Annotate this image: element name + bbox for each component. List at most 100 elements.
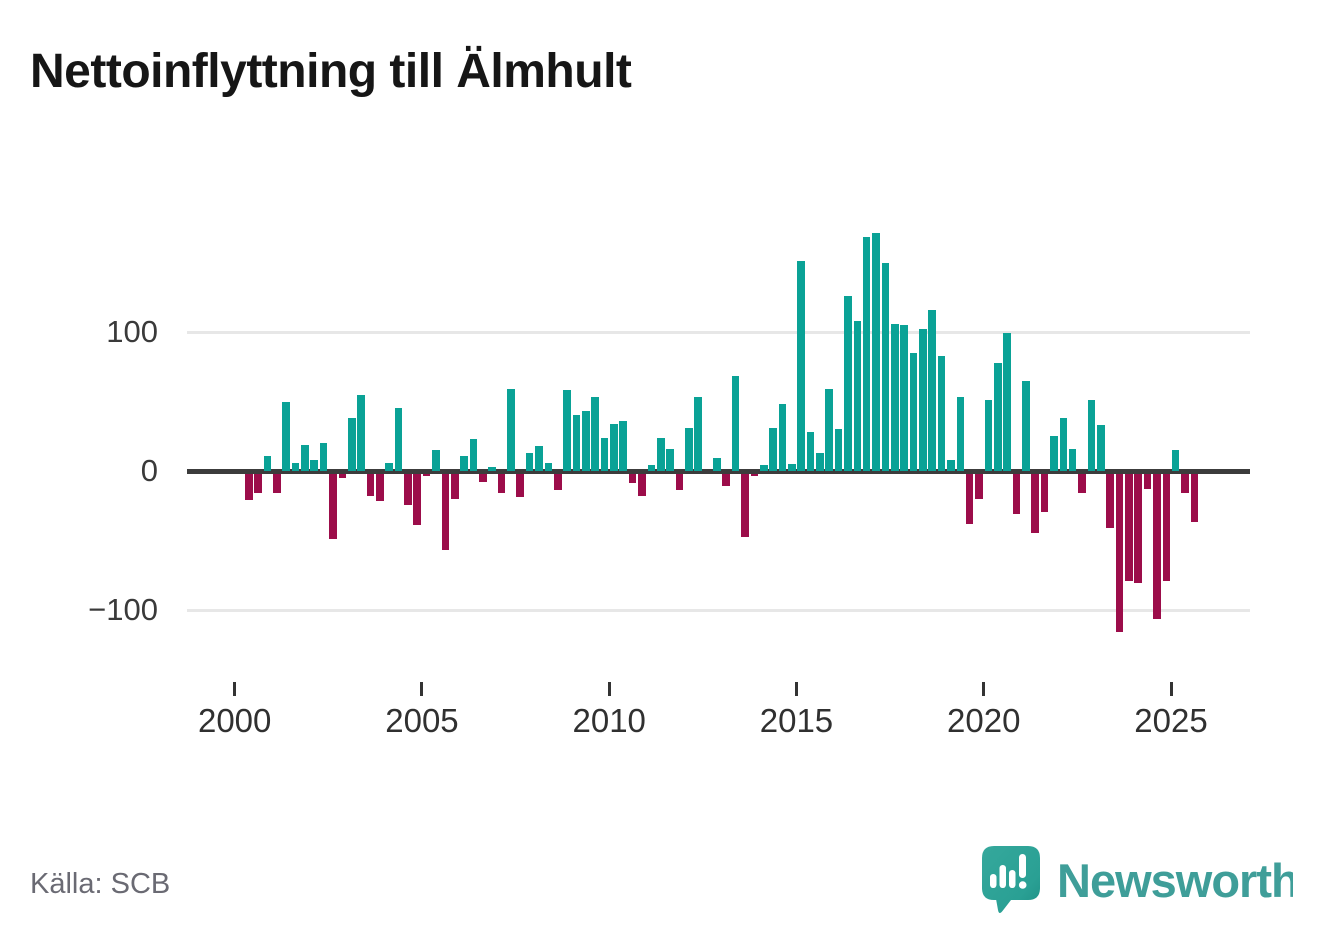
newsworthy-logo: Newsworthy <box>975 840 1305 920</box>
bar-2011Q1 <box>647 465 656 471</box>
bar-2016Q4 <box>862 237 871 471</box>
bar-2024Q3 <box>1153 473 1161 620</box>
x-axis-label-2015: 2015 <box>759 702 834 739</box>
bar-2014Q2 <box>769 427 777 471</box>
bar-2001Q2 <box>282 401 290 471</box>
bar-2009Q3 <box>591 397 599 471</box>
bar-2012Q1 <box>685 427 693 471</box>
bar-2010Q3 <box>628 473 637 484</box>
bar-2021Q3 <box>1040 473 1049 513</box>
bar-2010Q4 <box>638 473 646 496</box>
bar-2016Q2 <box>844 295 852 471</box>
bar-2004Q2 <box>394 408 403 471</box>
bar-2021Q1 <box>1022 380 1030 471</box>
bar-2013Q3 <box>741 473 749 538</box>
gridline--100 <box>187 608 1250 612</box>
bar-2013Q1 <box>722 473 731 486</box>
bar-2004Q4 <box>413 473 422 525</box>
x-axis-label-2020: 2020 <box>947 702 1021 739</box>
bar-2008Q3 <box>553 473 562 491</box>
bar-2011Q3 <box>666 448 674 471</box>
bar-2013Q2 <box>731 376 740 471</box>
bar-2003Q4 <box>376 473 384 502</box>
bar-2002Q1 <box>310 459 319 471</box>
bar-2017Q2 <box>881 262 890 471</box>
zero-axis-line <box>187 468 1250 474</box>
bar-2024Q2 <box>1143 473 1152 489</box>
bar-2000Q4 <box>263 455 272 471</box>
bar-2000Q2 <box>244 473 253 500</box>
bar-2017Q3 <box>890 323 899 471</box>
bar-2002Q2 <box>319 443 328 471</box>
bar-2018Q4 <box>937 355 946 471</box>
bar-2004Q3 <box>404 473 412 506</box>
x-axis-label-2000: 2000 <box>197 702 272 739</box>
newsworthy-wordmark: Newsworthy <box>1057 854 1293 907</box>
bar-2022Q1 <box>1059 418 1068 471</box>
bar-2020Q1 <box>984 400 993 471</box>
bar-2005Q4 <box>450 473 459 499</box>
source-caption: Källa: SCB <box>30 868 171 900</box>
bar-2019Q4 <box>975 473 983 499</box>
y-axis-label-0: 0 <box>140 453 158 488</box>
newsworthy-icon: Newsworthy <box>982 846 1293 914</box>
bar-2011Q4 <box>675 473 684 491</box>
bar-2015Q4 <box>825 388 834 471</box>
bar-2016Q1 <box>834 429 843 471</box>
bar-2023Q1 <box>1096 425 1105 471</box>
bar-2003Q2 <box>357 394 365 471</box>
bar-2005Q1 <box>422 473 431 477</box>
x-axis-tick-2010 <box>607 682 611 696</box>
speech-bubble-icon <box>982 846 1040 914</box>
x-axis-label-2010: 2010 <box>572 702 646 739</box>
bar-2003Q3 <box>366 473 375 496</box>
page-title: Nettoinflyttning till Älmhult <box>30 45 632 98</box>
bar-2023Q3 <box>1115 473 1124 632</box>
bar-2006Q1 <box>460 455 468 471</box>
bar-2015Q1 <box>797 261 805 471</box>
bar-2010Q1 <box>610 423 618 471</box>
bar-2001Q4 <box>301 444 309 471</box>
bar-2000Q3 <box>254 473 262 493</box>
bar-2001Q1 <box>273 473 281 493</box>
bar-2007Q3 <box>516 473 525 498</box>
gridline-100 <box>187 330 1250 334</box>
bar-2004Q1 <box>385 462 393 471</box>
bar-2002Q4 <box>338 473 347 478</box>
bar-2012Q4 <box>713 458 721 471</box>
bar-2006Q3 <box>479 473 487 482</box>
y-axis-label--100: −100 <box>88 592 158 627</box>
x-axis-tick-2000 <box>233 682 237 696</box>
bar-2018Q3 <box>928 309 937 471</box>
bar-2021Q4 <box>1050 436 1058 471</box>
bar-2025Q2 <box>1181 473 1189 493</box>
bar-2008Q4 <box>563 390 571 471</box>
bar-2014Q1 <box>759 465 768 471</box>
bar-2024Q1 <box>1134 473 1143 584</box>
bar-2023Q2 <box>1106 473 1114 528</box>
bar-2019Q3 <box>965 473 974 524</box>
bar-2007Q4 <box>525 452 534 471</box>
bar-2020Q3 <box>1003 333 1011 471</box>
bar-2005Q3 <box>441 473 450 550</box>
x-axis-tick-2015 <box>794 682 798 696</box>
bar-2007Q1 <box>497 473 506 493</box>
bar-2005Q2 <box>432 450 440 471</box>
bar-2001Q3 <box>291 462 300 471</box>
bar-2009Q1 <box>572 415 581 471</box>
bar-2006Q2 <box>469 439 478 471</box>
bar-2018Q1 <box>909 352 918 471</box>
bar-2025Q1 <box>1171 450 1180 471</box>
bar-2019Q1 <box>947 459 955 471</box>
bar-2019Q2 <box>956 397 965 471</box>
bar-2018Q2 <box>919 329 927 471</box>
bar-2011Q2 <box>656 437 665 471</box>
bar-2012Q2 <box>694 397 702 471</box>
bar-2023Q4 <box>1125 473 1133 581</box>
bar-2016Q3 <box>853 320 862 471</box>
bar-2007Q2 <box>507 388 515 471</box>
bar-2013Q4 <box>750 473 759 477</box>
bar-2020Q4 <box>1012 473 1021 514</box>
bar-2015Q2 <box>806 432 815 471</box>
